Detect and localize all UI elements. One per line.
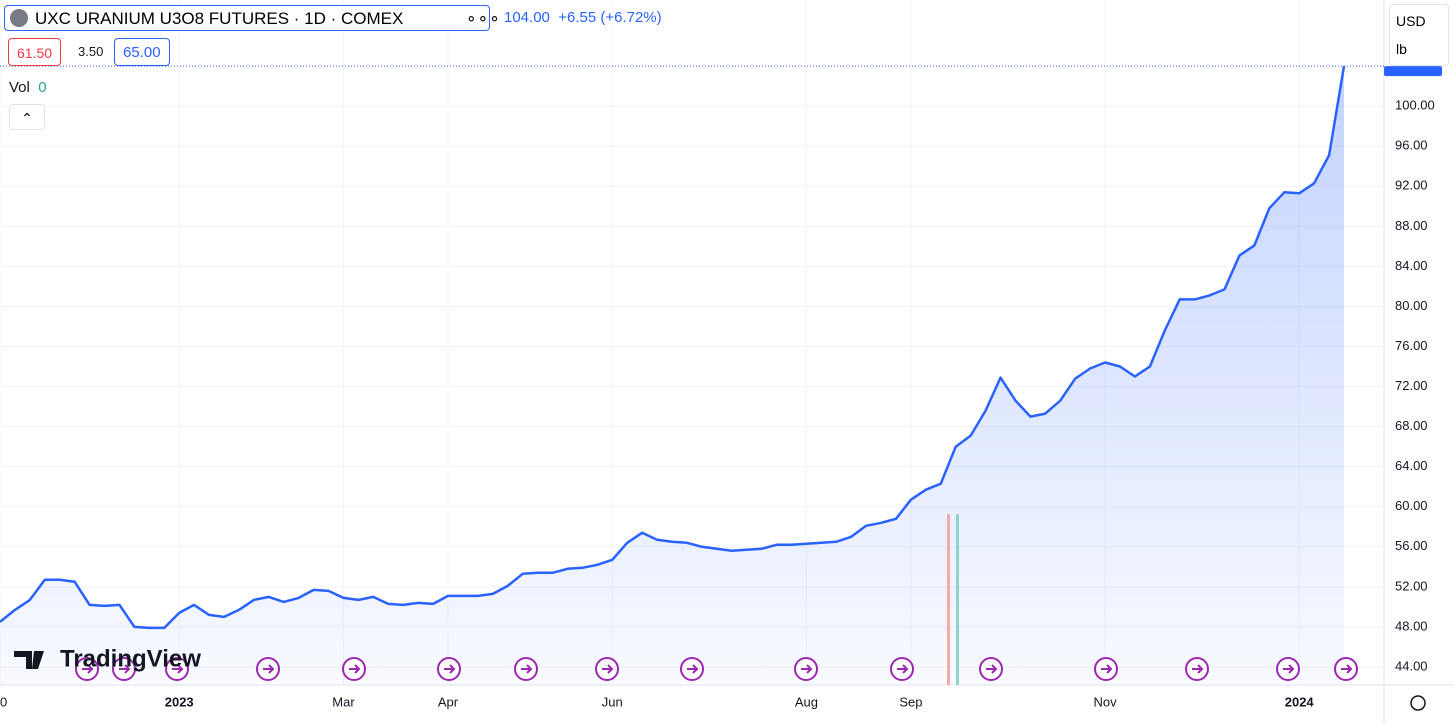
event-arrow	[687, 664, 699, 674]
bid[interactable]: 61.50	[8, 38, 62, 66]
event-arrow	[1283, 664, 1295, 674]
y-tick-label: 44.00	[1395, 658, 1428, 673]
event-arrow	[263, 664, 275, 674]
change: +6.55 (+6.72%)	[558, 9, 662, 26]
last-price: 104.00	[504, 9, 550, 26]
brand-logo: TradingView	[60, 645, 201, 672]
y-tick-label: 100.00	[1395, 98, 1435, 113]
event-arrow	[602, 664, 614, 674]
x-tick-label: Sep	[899, 694, 922, 709]
symbol: UXC URANIUM U3O8 FUTURES · 1D · COMEX	[35, 9, 404, 28]
x-tick-label: 2024	[1285, 694, 1315, 709]
x-tick-label: Jun	[602, 694, 623, 709]
volume-bar	[947, 514, 950, 685]
y-tick-label: 68.00	[1395, 418, 1428, 433]
quote: 104.00 +6.55 (+6.72%)	[504, 9, 662, 26]
ask[interactable]: 65.00	[114, 38, 170, 66]
y-tick-label: 52.00	[1395, 578, 1428, 593]
symbol-box[interactable]: UXC URANIUM U3O8 FUTURES · 1D · COMEX ∘∘∘	[4, 5, 500, 31]
event-arrow	[349, 664, 361, 674]
price-line	[0, 65, 1346, 630]
event-arrow	[119, 664, 131, 674]
x-tick-label: Nov	[1094, 694, 1118, 709]
y-tick-label: 72.00	[1395, 378, 1428, 393]
volume-bar	[956, 514, 959, 685]
x-tick-label: Mar	[332, 694, 355, 709]
spread: 3.50	[78, 44, 104, 59]
currency[interactable]: USD	[1396, 13, 1426, 29]
x-tick-label: Apr	[438, 694, 459, 709]
event-arrow	[986, 664, 998, 674]
event-arrow	[82, 664, 94, 674]
y-tick-label: 64.00	[1395, 458, 1428, 473]
y-tick-label: 48.00	[1395, 618, 1428, 633]
event-arrow	[801, 664, 813, 674]
vol-label: Vol	[9, 79, 30, 96]
event-arrow	[172, 664, 184, 674]
last-price-tag	[1384, 66, 1442, 77]
unit[interactable]: lb	[1396, 41, 1407, 57]
x-tick-label: 2023	[165, 694, 194, 709]
event-icons	[75, 657, 1358, 681]
x-tick-label: Aug	[795, 694, 818, 709]
event-arrow	[897, 664, 909, 674]
y-tick-label: 80.00	[1395, 298, 1428, 313]
event-arrow	[444, 664, 456, 674]
event-arrow	[1101, 664, 1113, 674]
more[interactable]: ∘∘∘	[466, 9, 501, 28]
y-tick-label: 96.00	[1395, 138, 1428, 153]
area	[0, 66, 1344, 686]
y-tick-label: 60.00	[1395, 498, 1428, 513]
brand-icon	[14, 651, 44, 669]
event-arrow	[1192, 664, 1204, 674]
collapse[interactable]: ⌃	[9, 104, 45, 130]
event-arrow	[521, 664, 533, 674]
y-tick-label: 88.00	[1395, 218, 1428, 233]
event-arrow	[1341, 664, 1353, 674]
y-tick-label: 56.00	[1395, 538, 1428, 553]
y-tick-label: 84.00	[1395, 258, 1428, 273]
y-tick-label: 76.00	[1395, 338, 1428, 353]
volume-legend: Vol 0	[9, 79, 47, 96]
unit-selector[interactable]: USD lb	[1389, 4, 1449, 66]
x-tick-label: 10	[0, 694, 7, 709]
symbol-icon	[10, 9, 28, 27]
y-tick-label: 92.00	[1395, 178, 1428, 193]
vol-value: 0	[38, 79, 47, 96]
settings[interactable]	[1410, 695, 1426, 711]
